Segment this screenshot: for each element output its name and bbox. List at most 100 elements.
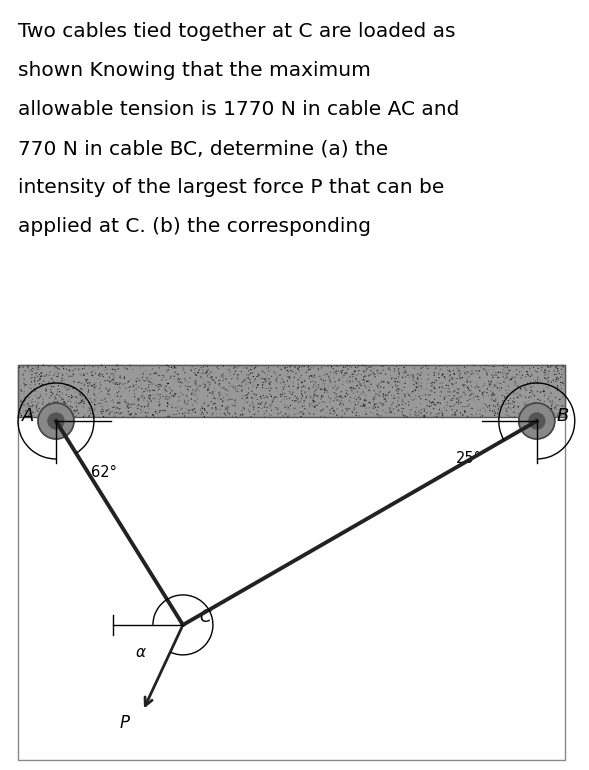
Point <box>90 398 99 410</box>
Point <box>309 362 318 374</box>
Text: C: C <box>199 608 210 626</box>
Point <box>291 367 300 380</box>
Point <box>516 372 525 384</box>
Point <box>365 375 374 387</box>
Point <box>102 385 112 397</box>
Point <box>85 404 94 417</box>
Point <box>543 381 552 393</box>
Point <box>58 393 68 406</box>
Point <box>96 379 105 391</box>
Point <box>509 406 518 418</box>
Point <box>491 407 500 420</box>
Point <box>19 399 29 411</box>
Point <box>529 373 538 386</box>
Point <box>411 406 420 418</box>
Point <box>489 395 498 407</box>
Point <box>455 370 464 382</box>
Point <box>16 410 26 422</box>
Point <box>534 362 543 374</box>
Point <box>466 368 476 380</box>
Point <box>315 370 325 383</box>
Point <box>354 367 363 380</box>
Text: 770 N in cable BC, determine (a) the: 770 N in cable BC, determine (a) the <box>18 139 388 158</box>
Point <box>65 381 75 393</box>
Point <box>167 370 176 383</box>
Point <box>233 369 242 381</box>
Point <box>310 389 320 401</box>
Point <box>170 389 180 401</box>
Point <box>300 386 310 398</box>
Point <box>451 407 460 419</box>
Point <box>205 378 214 390</box>
Point <box>280 379 290 391</box>
Point <box>28 393 37 406</box>
Point <box>153 407 162 420</box>
Point <box>293 381 303 393</box>
Point <box>543 361 552 373</box>
Point <box>79 369 88 381</box>
Point <box>231 380 240 393</box>
Point <box>514 400 523 413</box>
Point <box>202 367 211 379</box>
Point <box>394 391 403 403</box>
Point <box>387 389 396 401</box>
Point <box>24 398 33 410</box>
Point <box>481 359 491 371</box>
Point <box>259 390 268 402</box>
Point <box>392 377 402 389</box>
Point <box>120 396 130 408</box>
Point <box>90 403 99 416</box>
Point <box>76 383 85 395</box>
Point <box>359 399 368 411</box>
Point <box>353 380 362 392</box>
Point <box>299 400 309 412</box>
Point <box>263 369 272 381</box>
Point <box>322 400 332 413</box>
Point <box>445 375 454 387</box>
Point <box>62 363 71 376</box>
Point <box>424 373 434 385</box>
Point <box>262 383 271 395</box>
Point <box>266 382 276 394</box>
Point <box>134 393 144 406</box>
Point <box>519 407 529 420</box>
Point <box>400 388 409 400</box>
Point <box>147 395 156 407</box>
Point <box>342 375 352 387</box>
Point <box>370 368 379 380</box>
Point <box>385 377 394 389</box>
Point <box>440 370 449 383</box>
Point <box>267 390 276 403</box>
Point <box>385 402 395 414</box>
Point <box>513 380 522 392</box>
Point <box>108 373 118 386</box>
Point <box>155 378 165 390</box>
Point <box>475 408 485 420</box>
Point <box>360 405 369 417</box>
Point <box>358 388 367 400</box>
Point <box>523 368 532 380</box>
Point <box>316 383 326 395</box>
Point <box>499 360 508 372</box>
Point <box>33 405 42 417</box>
Point <box>264 399 274 411</box>
Point <box>313 390 322 402</box>
Text: applied at C. (b) the corresponding: applied at C. (b) the corresponding <box>18 217 371 236</box>
Point <box>155 400 164 412</box>
Point <box>57 407 66 419</box>
Point <box>191 377 201 390</box>
Point <box>332 409 342 421</box>
Point <box>535 386 545 398</box>
Point <box>186 380 195 393</box>
Point <box>37 370 47 382</box>
Point <box>451 408 461 420</box>
Point <box>517 390 526 402</box>
Point <box>164 360 174 373</box>
Point <box>202 365 211 377</box>
Point <box>419 403 429 415</box>
Point <box>265 378 274 390</box>
Point <box>294 374 304 387</box>
Point <box>429 396 438 408</box>
Point <box>197 407 207 419</box>
Point <box>493 371 502 383</box>
